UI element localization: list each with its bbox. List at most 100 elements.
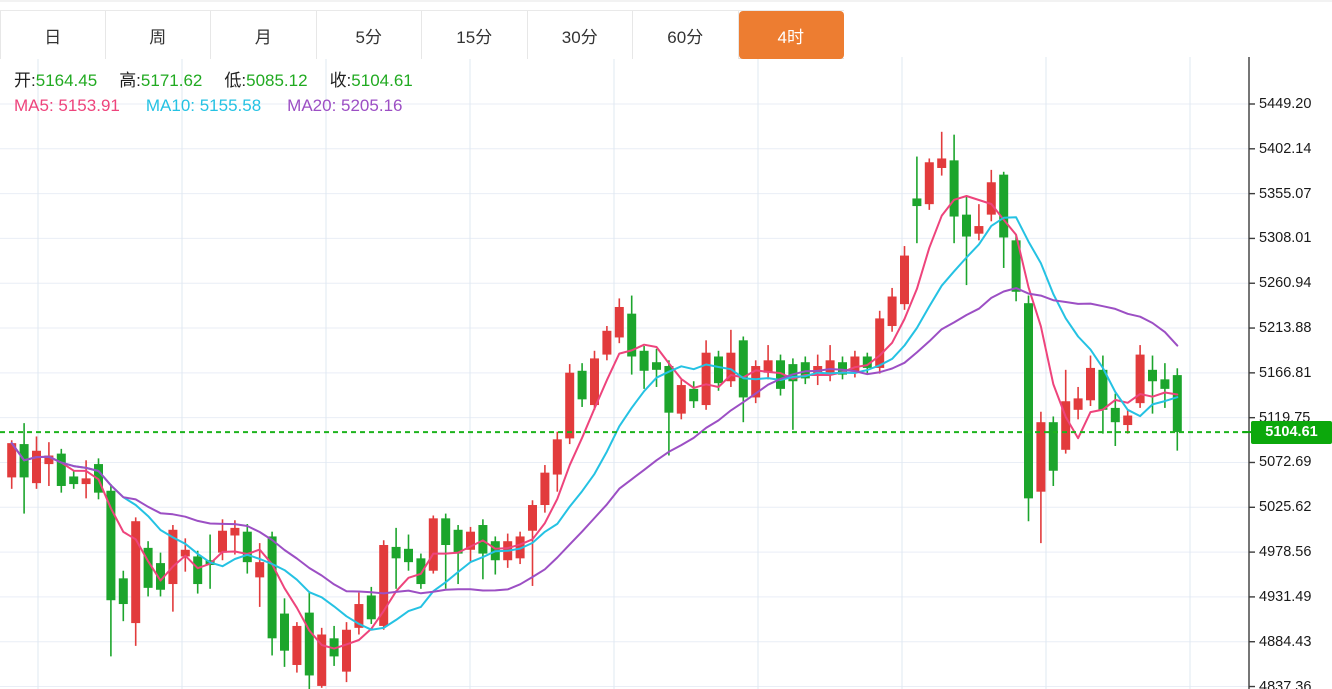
candle-body <box>267 536 277 639</box>
candle-body <box>1160 379 1170 389</box>
candle-body <box>1073 398 1083 410</box>
candle-body <box>639 350 649 371</box>
candle-body <box>999 174 1009 238</box>
tab-timeframe-7[interactable]: 60分 <box>633 11 739 59</box>
timeframe-tab-row: 日周月 5分 15分 30分 60分 4时 <box>0 10 844 59</box>
candle-body <box>776 360 785 389</box>
ohlc-label: 高: <box>119 70 141 90</box>
candle-body <box>1148 369 1157 382</box>
candle-body <box>1123 415 1133 426</box>
candle-body <box>726 352 736 382</box>
candle-body <box>428 518 438 571</box>
candle-body <box>949 160 959 217</box>
candle-body <box>738 340 748 398</box>
candle-body <box>962 214 971 237</box>
candle-body <box>900 255 909 305</box>
tab-timeframe-5[interactable]: 15分 <box>422 11 528 59</box>
candle-body <box>156 563 165 590</box>
candle-body <box>441 518 451 546</box>
price-axis-label: 4931.49 <box>1259 588 1312 605</box>
ma-readout-10: MA10: 5155.58 <box>145 96 262 115</box>
candle-body <box>329 638 339 657</box>
tab-timeframe-2[interactable]: 周 <box>105 11 211 59</box>
tab-timeframe-6[interactable]: 30分 <box>527 11 633 59</box>
candle-body <box>590 358 599 406</box>
price-axis-label: 5308.01 <box>1259 230 1312 247</box>
candle-body <box>143 547 153 588</box>
ma10-line <box>10 216 1179 631</box>
candle-body <box>689 388 699 402</box>
candle-body <box>1048 422 1058 471</box>
ohlc-pair: 收:5104.61 <box>330 66 413 91</box>
candle-body <box>354 604 364 628</box>
candle-body <box>552 439 562 475</box>
candle-body <box>255 562 265 578</box>
candle-body <box>763 360 773 373</box>
candle-body <box>788 364 798 382</box>
ohlc-value: 5104.61 <box>351 70 413 90</box>
ma20-line <box>10 287 1179 595</box>
tab-timeframe-3[interactable]: 月 <box>211 11 317 59</box>
candle-body <box>466 531 475 550</box>
candle-body <box>974 226 984 234</box>
candle-body <box>56 453 66 486</box>
candle-body <box>1024 303 1033 499</box>
candle-body <box>1036 422 1046 492</box>
candle-body <box>714 356 723 384</box>
candle-body <box>7 443 17 478</box>
tab-timeframe-4[interactable]: 5分 <box>316 11 422 59</box>
candle-body <box>850 356 860 372</box>
ma-readout-20: MA20: 5205.16 <box>287 96 403 115</box>
candle-body <box>577 370 587 400</box>
price-axis-label: 5213.88 <box>1259 320 1312 337</box>
candle-body <box>230 527 240 536</box>
candle-body <box>701 352 711 406</box>
candle-body <box>44 455 54 465</box>
ohlc-value: 5164.45 <box>35 70 98 90</box>
candle-body <box>168 529 178 585</box>
ohlc-pair: 低:5085.12 <box>224 66 307 91</box>
ohlc-label: 开: <box>14 70 36 90</box>
candle-body <box>131 521 141 624</box>
tab-timeframe-8[interactable]: 4时 <box>738 11 844 59</box>
candle-body <box>379 545 389 626</box>
price-axis-label: 4978.56 <box>1259 544 1312 561</box>
candle-body <box>627 313 637 357</box>
price-axis-label: 5449.20 <box>1259 96 1312 112</box>
price-axis-label: 5402.14 <box>1259 140 1312 157</box>
candle-body <box>875 318 885 368</box>
candle-body <box>924 162 934 205</box>
ohlc-value: 5171.62 <box>140 70 203 90</box>
candle-body <box>416 558 426 585</box>
candle-body <box>1110 407 1120 423</box>
candle-body <box>366 595 376 620</box>
candle-body <box>391 546 401 559</box>
candle-body <box>218 530 227 553</box>
timeframe-tabbar: 日周月 5分 15分 30分 60分 4时 <box>0 0 1332 59</box>
candle-body <box>825 360 835 375</box>
price-axis-label: 4837.36 <box>1259 678 1312 689</box>
last-price-badge: 5104.61 <box>1251 420 1332 444</box>
candle-body <box>81 478 91 485</box>
candle-body <box>478 525 488 554</box>
candle-body <box>304 612 314 676</box>
candle-body <box>664 366 674 413</box>
candle-body <box>1098 369 1108 410</box>
candle-body <box>106 490 116 601</box>
candle-body <box>540 472 550 506</box>
candle-body <box>1135 354 1145 404</box>
candle-body <box>1011 240 1021 292</box>
ohlc-readout-row: 开:5164.45 高:5171.62 低:5085.12 收:5104.61 <box>14 64 435 92</box>
candle-body <box>193 556 203 585</box>
candle-body <box>565 372 575 439</box>
candle-body <box>32 450 41 484</box>
price-axis-label: 5025.62 <box>1259 499 1312 516</box>
candle-body <box>614 306 624 338</box>
candle-body <box>751 366 761 398</box>
candle-body <box>280 613 289 651</box>
tab-timeframe-1[interactable]: 日 <box>0 11 106 59</box>
ma-readout-5: MA5: 5153.91 <box>14 96 120 115</box>
candle-body <box>317 634 327 686</box>
candle-body <box>986 182 996 215</box>
